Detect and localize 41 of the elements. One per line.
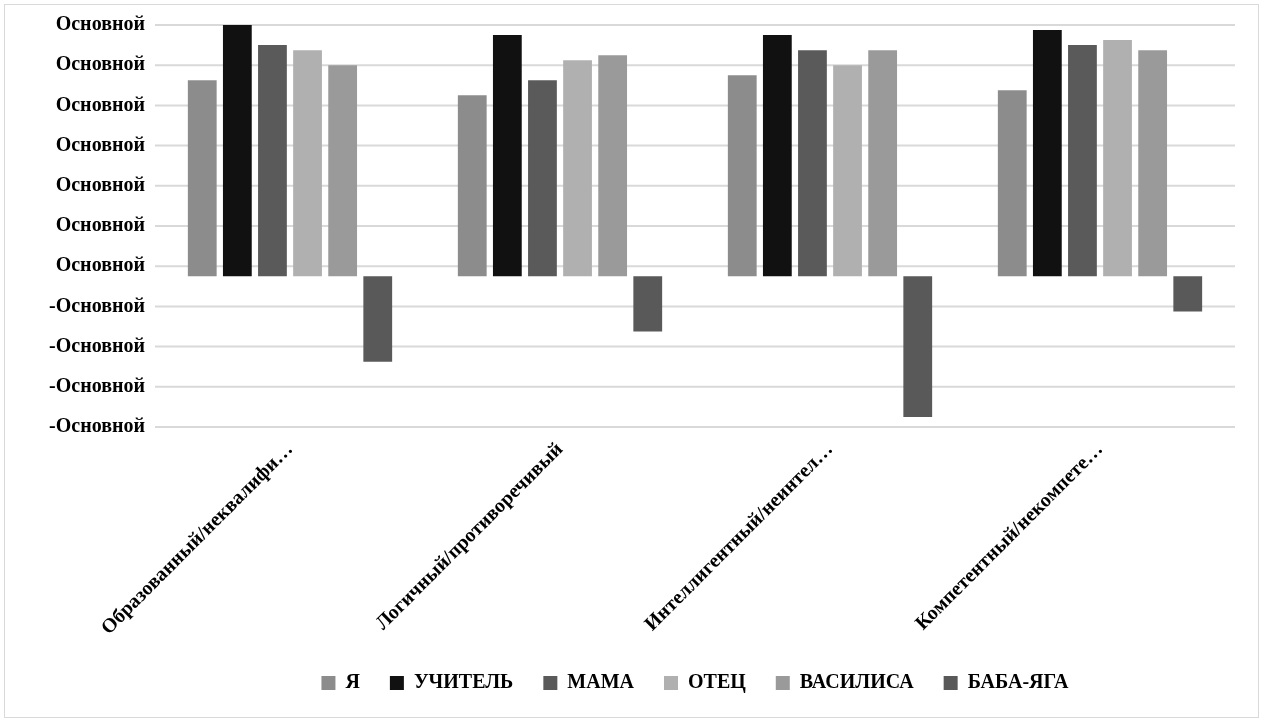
bar (293, 50, 322, 277)
bar (1138, 50, 1168, 277)
bar (363, 276, 393, 362)
legend-label: МАМА (567, 670, 635, 693)
bar (258, 45, 287, 277)
text: -Основной (49, 333, 145, 356)
bar (633, 276, 663, 332)
bar (903, 276, 933, 417)
bar (868, 50, 898, 277)
legend-label: БАБА-ЯГА (967, 670, 1070, 693)
legend-label: ОТЕЦ (687, 670, 747, 694)
text: Основной (55, 253, 145, 276)
bar (563, 60, 592, 277)
bar (833, 65, 862, 277)
bar (1032, 30, 1062, 277)
bar (492, 35, 522, 277)
bar (727, 75, 757, 277)
text: -Основной (49, 373, 145, 396)
text: -Основной (49, 293, 145, 316)
legend-label: УЧИТЕЛЬ (413, 670, 514, 693)
text: -Основной (49, 414, 145, 437)
bar (187, 80, 217, 277)
bar (1103, 40, 1132, 277)
legend-label: ВАСИЛИСА (799, 670, 915, 693)
bar (457, 95, 487, 277)
text: Основной (55, 52, 145, 75)
bar (1068, 45, 1097, 277)
bar (798, 50, 827, 277)
text: Основной (55, 92, 145, 115)
text: Основной (55, 213, 145, 236)
text: Основной (55, 172, 145, 195)
legend-label: Я (345, 670, 361, 693)
bar (222, 25, 252, 277)
bar (528, 80, 557, 277)
bar (1173, 276, 1203, 312)
bar (997, 90, 1027, 277)
bar (328, 65, 358, 277)
text: Основной (55, 132, 145, 155)
text: Основной (55, 12, 145, 35)
bar (598, 55, 628, 277)
bar (762, 35, 792, 277)
